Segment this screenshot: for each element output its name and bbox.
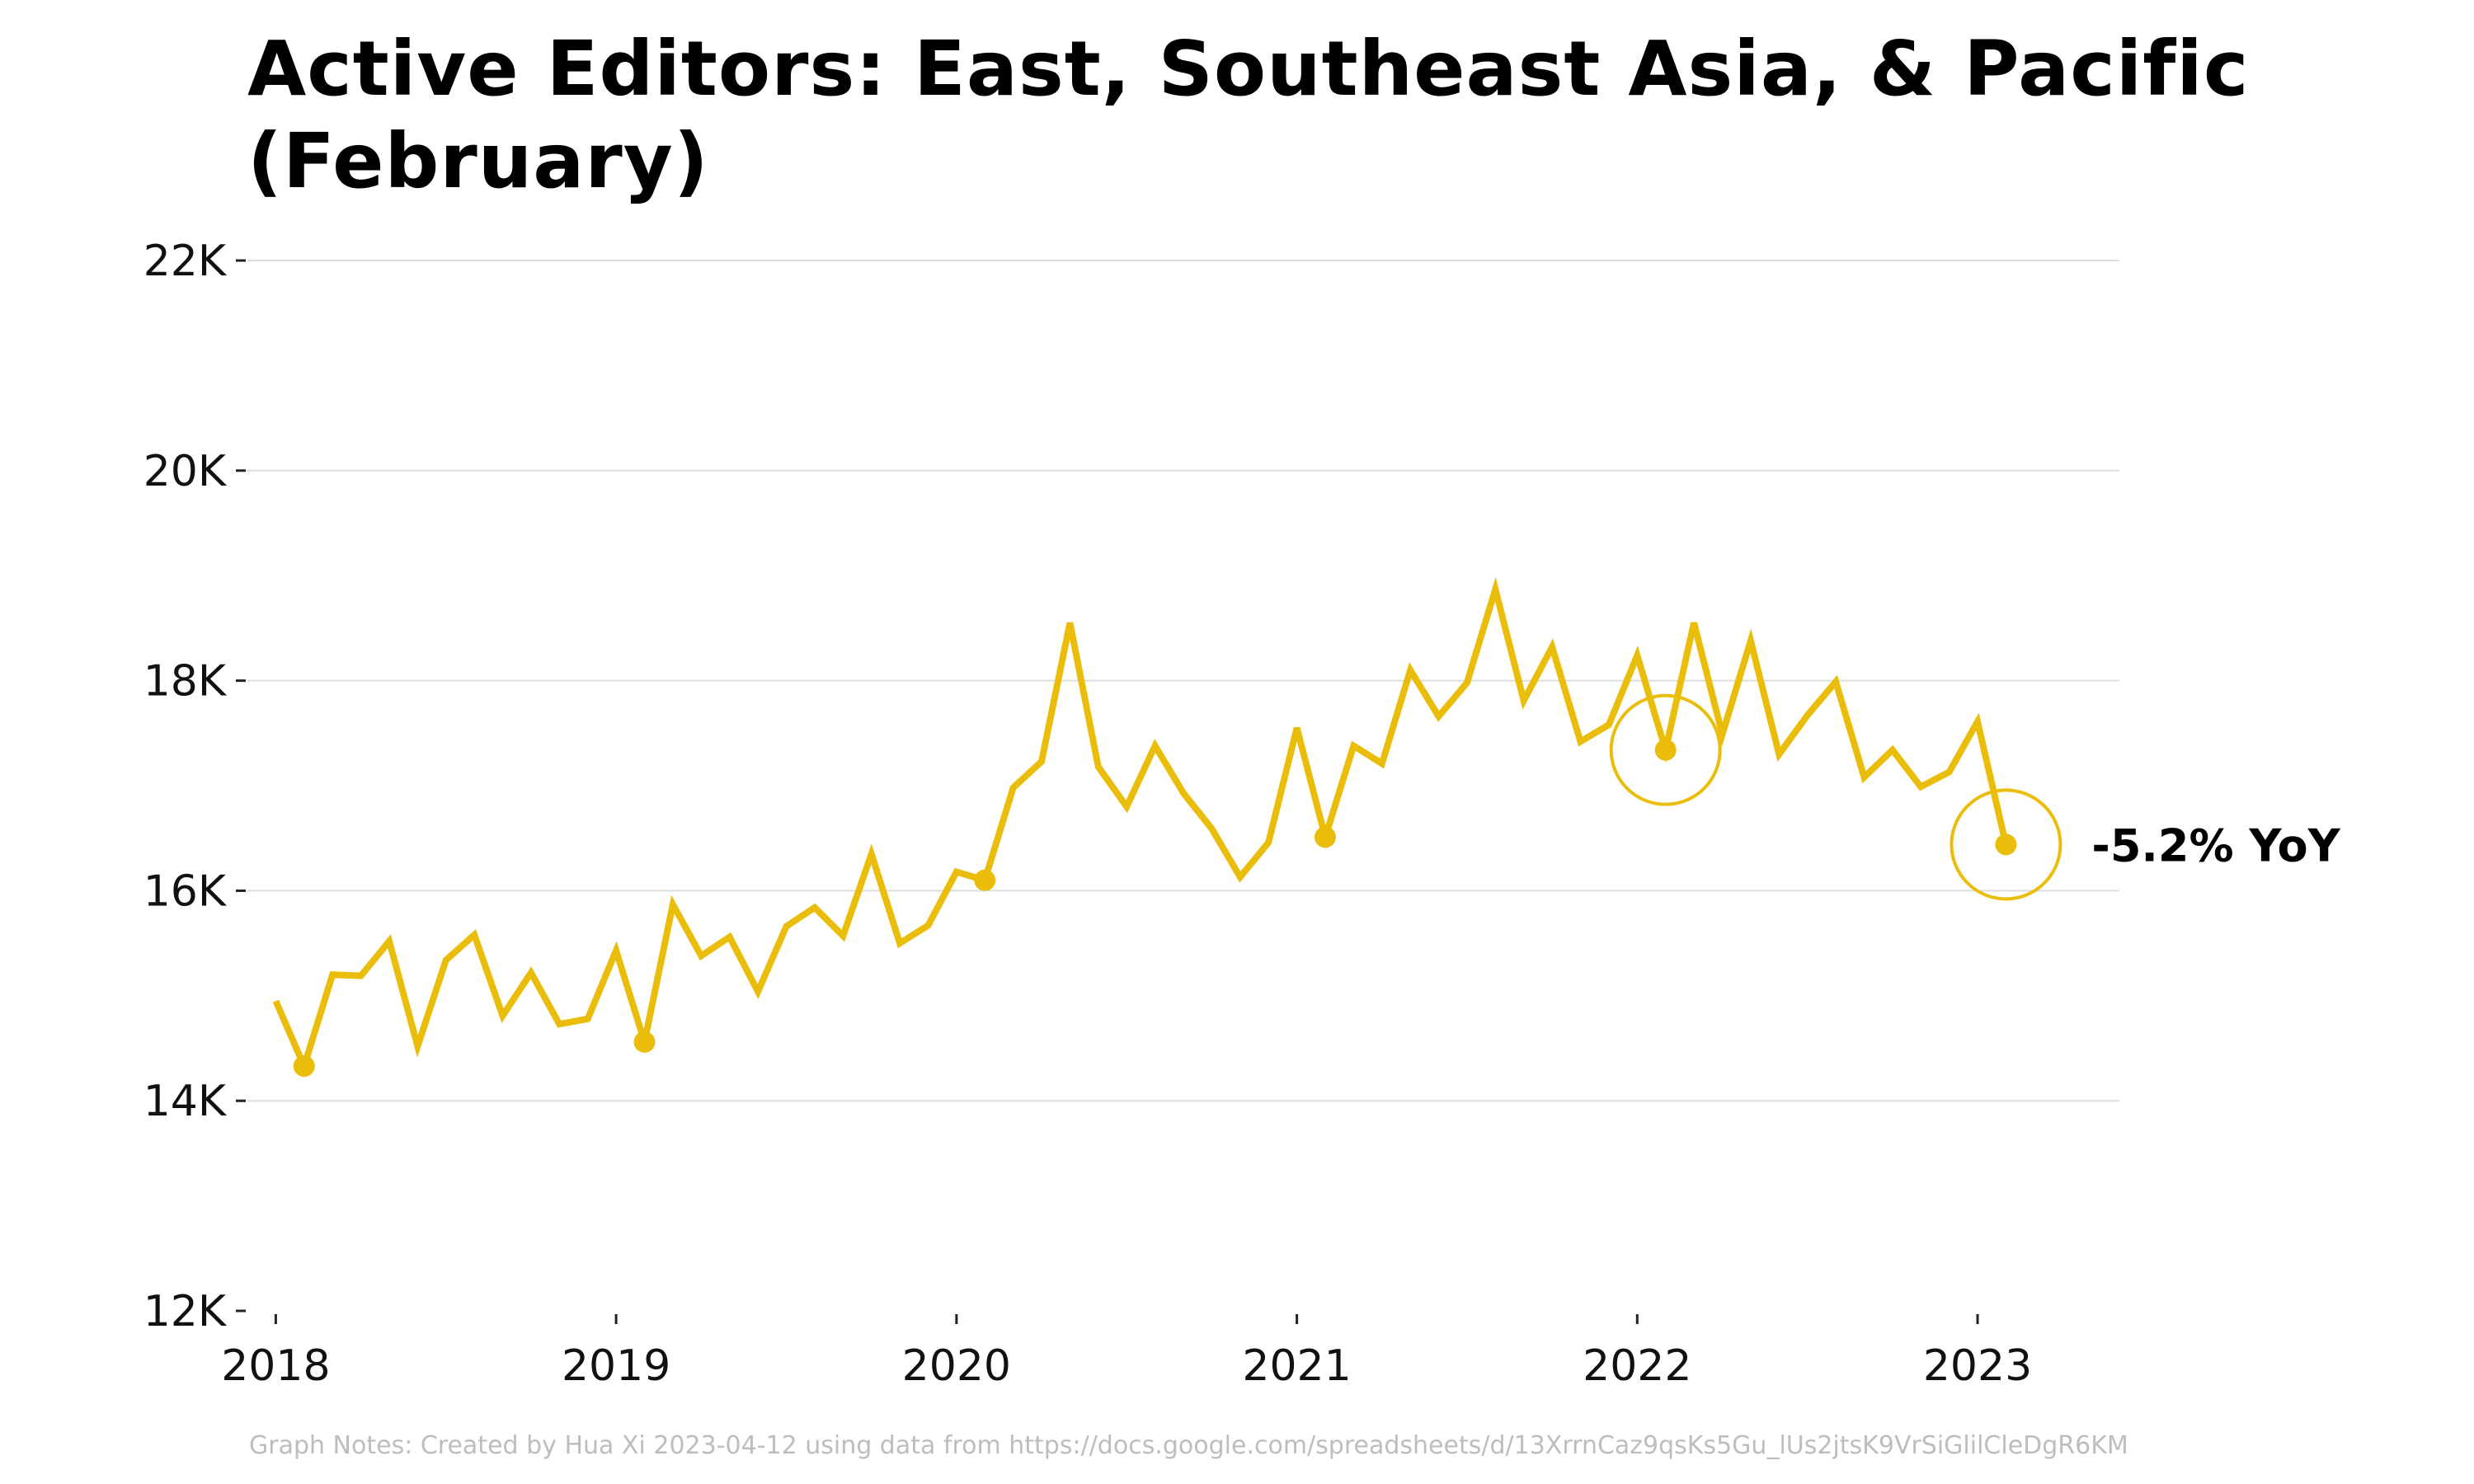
- y-axis: 12K 14K 16K 18K 20K 22K: [143, 237, 246, 1336]
- y-tick-label: 22K: [143, 237, 228, 286]
- x-tick-label: 2019: [562, 1341, 670, 1391]
- data-point: [1314, 826, 1336, 848]
- y-tick-label: 14K: [143, 1077, 228, 1126]
- y-tick-label: 20K: [143, 447, 228, 496]
- y-tick-label: 18K: [143, 657, 228, 707]
- series-layer: [272, 576, 2010, 1076]
- data-point: [633, 1031, 656, 1053]
- data-point: [293, 1055, 315, 1078]
- x-tick-label: 2023: [1923, 1341, 2032, 1391]
- x-tick-label: 2021: [1242, 1341, 1351, 1391]
- annotation-layer: -5.2% YoY: [2091, 819, 2340, 871]
- y-tick-label: 16K: [143, 866, 228, 916]
- x-tick-label: 2020: [902, 1341, 1011, 1391]
- x-tick-label: 2018: [221, 1341, 330, 1391]
- markers-layer: [293, 693, 2062, 1078]
- graph-notes: Graph Notes: Created by Hua Xi 2023-04-1…: [249, 1431, 2128, 1460]
- highlight-ring: [1609, 693, 1722, 806]
- highlight-ring: [1950, 788, 2062, 901]
- data-point: [1995, 834, 2017, 856]
- data-point: [974, 869, 996, 891]
- chart-title: Active Editors: East, Southeast Asia, & …: [247, 25, 2250, 205]
- x-tick-label: 2022: [1583, 1341, 1691, 1391]
- x-axis: 2018 2019 2020 2021 2022 2023: [221, 1314, 2032, 1391]
- y-tick-label: 12K: [143, 1287, 228, 1336]
- data-point: [1654, 739, 1677, 761]
- gridlines: [247, 260, 2119, 1102]
- series-line: [272, 576, 2010, 1076]
- yoy-annotation: -5.2% YoY: [2091, 819, 2340, 871]
